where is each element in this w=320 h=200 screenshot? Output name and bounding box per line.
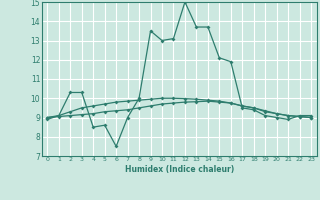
X-axis label: Humidex (Indice chaleur): Humidex (Indice chaleur) bbox=[124, 165, 234, 174]
